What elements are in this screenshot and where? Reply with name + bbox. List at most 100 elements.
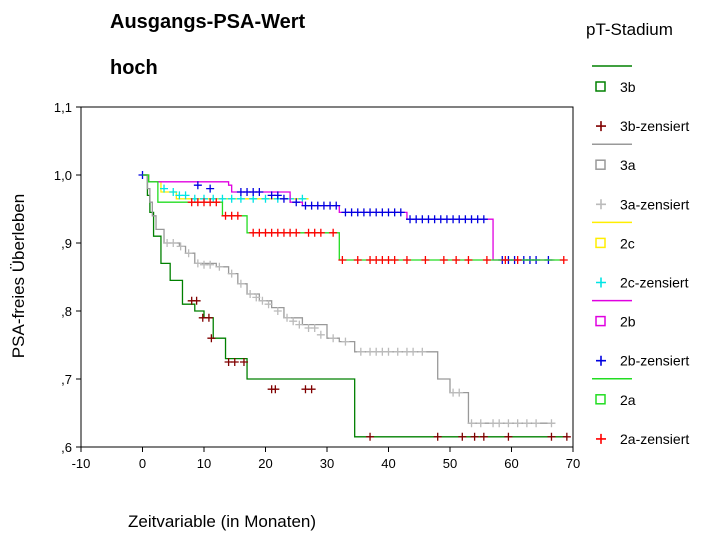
legend-square-marker — [595, 81, 606, 92]
legend-item: 2a — [592, 378, 636, 408]
x-tick-label: 60 — [504, 456, 518, 471]
censor-mark-3a — [215, 262, 224, 271]
censor-mark-2c — [160, 184, 169, 193]
censor-mark-2a — [338, 256, 347, 264]
legend-cross-marker — [596, 277, 606, 288]
censor-mark-3a — [289, 317, 298, 326]
censor-mark-3a — [356, 347, 365, 356]
censor-mark-2b — [332, 201, 341, 210]
censor-mark-3b — [307, 385, 316, 394]
censor-mark-3a — [252, 293, 261, 302]
censor-mark-2a — [212, 198, 221, 207]
censor-mark-3a — [504, 419, 513, 428]
censor-mark-3a — [418, 347, 427, 356]
legend-label: 3b-zensiert — [620, 118, 689, 134]
series-3b — [142, 174, 571, 441]
censor-mark-3b — [504, 432, 513, 441]
x-tick-label: -10 — [72, 456, 91, 471]
censor-mark-3a — [206, 260, 215, 269]
legend-label: 2a-zensiert — [620, 431, 689, 447]
censor-mark-2a — [439, 256, 448, 264]
censor-mark-2a — [513, 256, 522, 264]
censor-mark-2a — [329, 228, 338, 237]
series-2a — [142, 174, 568, 264]
x-tick-label: 0 — [139, 456, 146, 471]
censor-mark-2c — [227, 194, 236, 203]
censor-mark-2a — [402, 256, 411, 264]
legend-square-marker — [595, 315, 606, 327]
y-tick-label: 1,1 — [54, 100, 72, 115]
legend-label: 3a-zensiert — [620, 196, 689, 212]
censor-mark-3b — [239, 358, 248, 366]
censor-mark-3a — [264, 300, 273, 309]
censor-mark-3a — [193, 259, 202, 268]
censor-mark-2a — [353, 256, 362, 264]
censor-mark-3a — [455, 388, 464, 397]
censor-mark-2a — [452, 256, 461, 264]
censor-mark-3b — [547, 432, 556, 441]
censor-mark-3a — [532, 419, 541, 428]
censor-mark-2c — [169, 188, 178, 196]
censor-mark-2b — [273, 191, 282, 200]
censor-mark-2c — [249, 194, 258, 203]
censor-mark-3a — [316, 330, 325, 339]
legend-square-marker — [595, 237, 606, 249]
x-axis-label: Zeitvariable (in Monaten) — [128, 512, 316, 531]
survival-line-2a — [142, 174, 564, 261]
y-tick-label: 1,0 — [54, 168, 72, 183]
censor-mark-2a — [464, 256, 473, 264]
censor-mark-2b — [193, 181, 202, 190]
legend-title: pT-Stadium — [586, 20, 673, 39]
censor-mark-3a — [169, 239, 178, 247]
legend-item: 2b-zensiert — [596, 353, 689, 369]
x-tick-label: 70 — [566, 456, 580, 471]
censor-mark-3a — [513, 419, 522, 428]
legend-square-marker — [595, 159, 606, 170]
survival-line-2b — [142, 174, 555, 261]
censor-mark-3a — [246, 290, 255, 298]
legend-cross-marker — [596, 121, 606, 132]
legend-label: 3a — [620, 157, 636, 173]
censor-mark-3a — [522, 419, 531, 428]
censor-mark-3b — [433, 432, 442, 441]
censor-mark-2b — [255, 188, 264, 196]
censor-mark-3b — [366, 432, 375, 441]
legend-cross-marker — [596, 199, 606, 210]
legend-item: 3b — [592, 65, 636, 95]
y-tick-label: ,8 — [61, 304, 72, 319]
censor-mark-3a — [273, 307, 282, 315]
censor-mark-3a — [393, 347, 402, 356]
legend-label: 2b — [620, 314, 636, 330]
legend-item: 3b-zensiert — [596, 118, 689, 134]
x-tick-label: 40 — [381, 456, 395, 471]
x-tick-label: 30 — [320, 456, 334, 471]
censor-mark-3a — [384, 347, 393, 356]
censor-mark-3a — [329, 334, 338, 343]
series-2b — [138, 171, 555, 264]
censor-mark-3a — [176, 242, 185, 251]
plot-frame — [80, 106, 574, 448]
legend-cross-marker — [596, 355, 606, 366]
censor-mark-2a — [316, 228, 325, 237]
legend-square-marker — [595, 394, 606, 405]
censor-mark-3b — [204, 313, 213, 322]
legend-item: 2b — [592, 299, 636, 330]
x-tick-label: 10 — [197, 456, 211, 471]
legend-item: 3a — [592, 143, 636, 173]
chart-title: Ausgangs-PSA-Wert — [110, 11, 306, 33]
censor-mark-3b — [562, 432, 571, 441]
censor-mark-2c — [298, 194, 307, 203]
censor-mark-2a — [501, 256, 510, 264]
censor-mark-3b — [458, 432, 467, 441]
censor-mark-2b — [396, 208, 405, 217]
censor-mark-2a — [390, 256, 399, 264]
censor-mark-3a — [476, 419, 485, 428]
censor-mark-2c — [218, 194, 227, 203]
legend-cross-marker — [596, 433, 606, 444]
censor-mark-3a — [227, 269, 236, 278]
y-axis-label: PSA-freies Überleben — [9, 194, 28, 358]
legend-item: 2a-zensiert — [596, 431, 689, 447]
legend-label: 2b-zensiert — [620, 353, 689, 369]
legend-item: 3a-zensiert — [596, 196, 689, 212]
